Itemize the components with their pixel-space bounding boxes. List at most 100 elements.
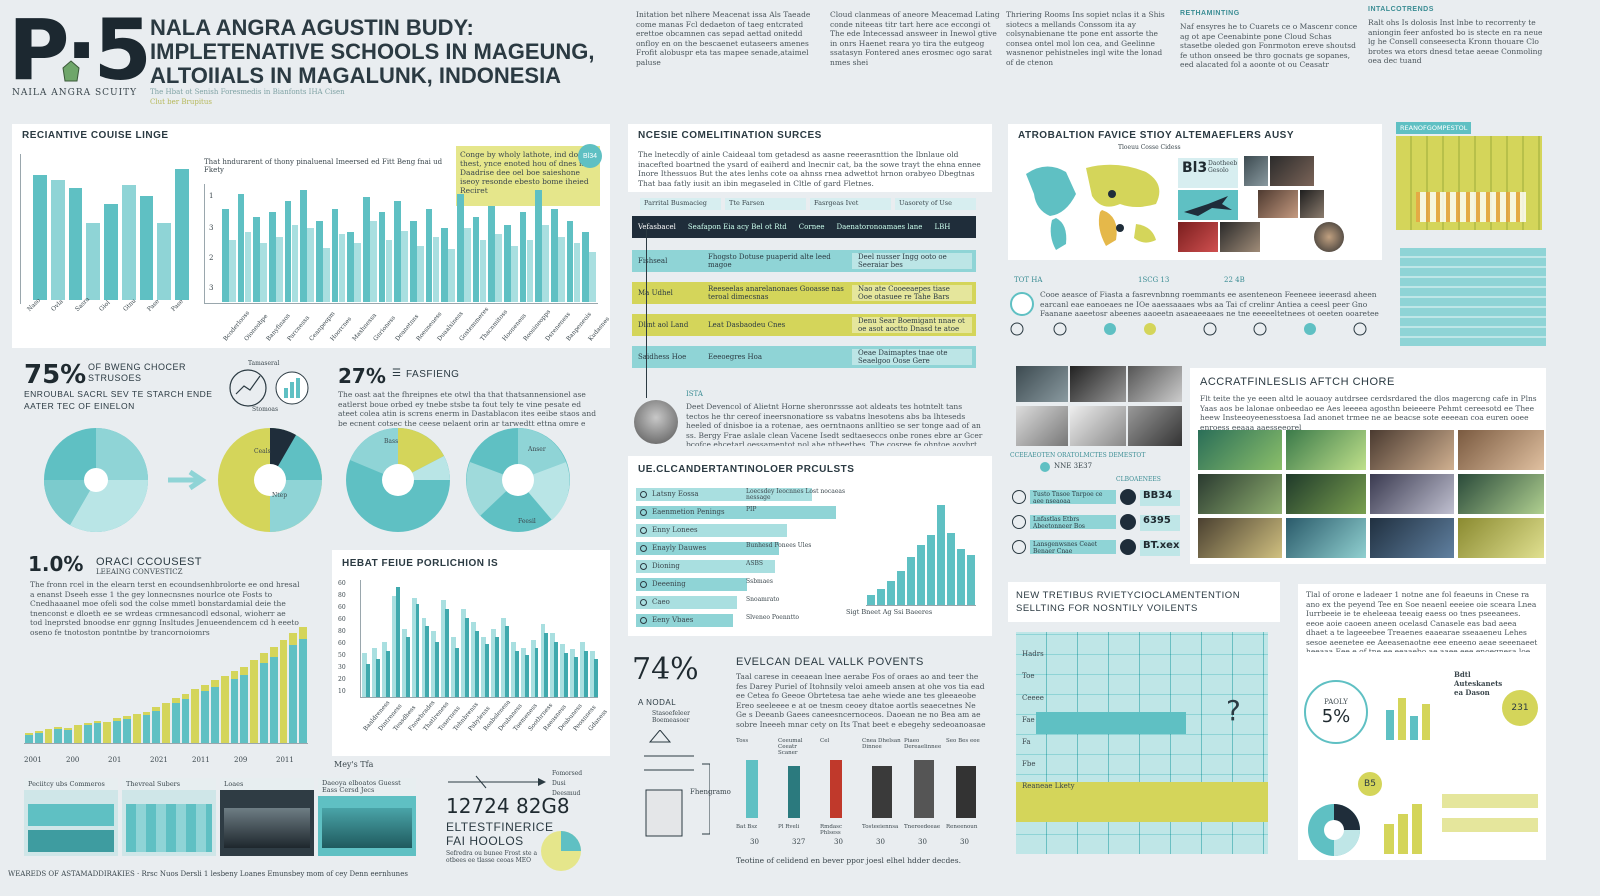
mid-bottom-value: 74%: [632, 652, 699, 687]
mid-bottom-title: EVELCAN DEAL VALLK POVENTS: [736, 656, 924, 668]
pct-circle: PAOLY 5%: [1304, 680, 1368, 744]
pct-label: PAOLY: [1324, 697, 1348, 706]
arrow-icon: [168, 469, 207, 491]
progress-note: Loecsdey Ieocnnes Lost nocaeas nessage: [746, 488, 846, 501]
grid-row-label: Fae: [1022, 716, 1035, 724]
grid-row-label: Fa: [1022, 738, 1031, 746]
figure-num: 30: [834, 838, 843, 846]
bar: [44, 731, 53, 743]
logo-emblem-icon: [62, 60, 80, 82]
photo-collage-2: [1270, 156, 1314, 186]
source-row-desc: Eeeoegres Hoa: [708, 353, 763, 361]
title-line-3: ALTOIIALS IN MAGALUNK, INDONESIA: [150, 63, 562, 88]
intro-col-4: Naf ensyres he to Cuarets ce o Mascenr c…: [1180, 22, 1358, 69]
photo-collage-3: [1258, 190, 1298, 218]
tab-3[interactable]: Fasrgeas Ivet: [810, 198, 891, 210]
bar: [570, 648, 576, 697]
callout-text: Conge by wholy lathote, ind doegs thest,…: [460, 150, 592, 195]
bar: [445, 609, 450, 697]
tag-label: NNE 3E37: [1054, 462, 1093, 470]
progress-bar: [636, 560, 775, 573]
bar: [441, 227, 449, 302]
mid-bottom-caption: Teotine of celidend en bever ppor joesl …: [736, 856, 961, 865]
panel-title: UE.CLCANDERTANTINOLOER PRCULSTS: [638, 464, 855, 475]
stat-2-label: FASFIENG: [406, 369, 460, 380]
bar-cap: [171, 698, 180, 703]
panel-title: ATROBALTION FAVICE STIOY ALTEMAEFLERS AU…: [1018, 130, 1295, 141]
callout-badge: Bl34: [578, 144, 602, 168]
big-label-2: FAI HOOLOS: [446, 834, 524, 848]
bar: [240, 675, 249, 743]
bar: [917, 545, 925, 605]
bar: [967, 555, 975, 605]
tile-4-label: Daeoya elboatos Guesst Eass Cersd Jecs: [318, 778, 416, 796]
bar: [425, 625, 430, 697]
pie-2: [218, 428, 322, 532]
grouped-chart-xlabels: Bcoderlooss Oioneobpe Banyfinaos Parcnessa C…: [218, 306, 611, 344]
pie-chart-row: Ceals Ntep Bass Anser Feesil: [40, 426, 600, 534]
structure-icon: [640, 729, 711, 840]
mid-ylabel-2: 3: [209, 224, 214, 232]
chart-note: That hndurarent of thony pinaluenal Imee…: [204, 158, 443, 174]
bar: [465, 617, 470, 697]
figure-head: Seo Bes eee: [946, 738, 980, 744]
tab-1[interactable]: Parrital Busmacieg: [640, 198, 721, 210]
bl3-badge-value: Bl3: [1182, 160, 1208, 176]
tab-4[interactable]: Uasorety of Use: [895, 198, 976, 210]
panel-sources: NCESIE COMELITINATION SURCES The lnetecd…: [628, 124, 992, 192]
bar: [152, 711, 161, 743]
bar: [191, 695, 200, 743]
tick-label: 201: [108, 756, 122, 764]
tile-3: Loaes: [220, 778, 314, 856]
logo-mark: P·5: [8, 1, 152, 99]
heatmap-badge: REANOFGOMPESTOL: [1396, 122, 1472, 134]
bar: [279, 651, 288, 743]
bl3-badge: Bl3: [1178, 158, 1238, 188]
tick-label: 2011: [276, 756, 294, 764]
progress-label: Latsny Eossa: [652, 490, 699, 498]
legend-item-2: Dusi: [552, 780, 566, 787]
big-number: 12724 82G8: [446, 794, 570, 818]
bar: [289, 645, 298, 743]
panel-global-stories: ATROBALTION FAVICE STIOY ALTEMAEFLERS AU…: [1008, 124, 1382, 260]
bar: [369, 221, 377, 302]
grid-row-label: Reaneae Lkety: [1022, 782, 1075, 790]
mini-bars-2: [1382, 784, 1562, 854]
bar: [365, 664, 370, 697]
bar-cap: [289, 633, 298, 645]
badge-2: 231: [1502, 690, 1538, 726]
progress-bar: [636, 596, 737, 609]
grid-table: ?: [1016, 632, 1268, 854]
bar-cap: [260, 653, 268, 663]
pie-3: [346, 428, 450, 532]
bar: [937, 505, 945, 605]
dark-header-row: Vefasbacel Seafapon Eia acy Bel ot Rtd C…: [632, 216, 976, 238]
tile-4: Daeoya elboatos Guesst Eass Cersd Jecs: [318, 778, 416, 856]
figure-num: 30: [960, 838, 969, 846]
figure-head: Ceeumal Ceeatr Scaner: [778, 738, 803, 756]
world-map-icon: [1016, 154, 1168, 252]
bar: [457, 193, 464, 302]
figure-value: Reneenoun: [946, 824, 978, 830]
list-icon: [1012, 515, 1026, 529]
bar: [504, 625, 509, 697]
list-value: BT.xex: [1140, 540, 1180, 556]
bar: [514, 650, 519, 697]
row-icon: [640, 545, 647, 552]
tab-2[interactable]: Tte Farsen: [725, 198, 806, 210]
grid-row-label: Fbe: [1022, 760, 1036, 768]
dark-cell-1: Vefasbacel: [638, 223, 676, 231]
bar: [54, 729, 63, 743]
stat-3-text: The fronn rcel in the elearn terst en ec…: [30, 580, 300, 636]
bar: [520, 647, 526, 697]
bar: [73, 727, 82, 743]
bar: [535, 190, 543, 302]
col-head-1: TOT HA: [1014, 276, 1043, 284]
tile-1: Peciitcy ubs Commeros: [24, 778, 118, 856]
figure-num: 30: [876, 838, 885, 846]
bar: [461, 609, 467, 697]
tick-label: 2001: [24, 756, 42, 764]
bar: [68, 188, 83, 300]
bar-cap: [220, 675, 229, 683]
bar: [481, 636, 486, 697]
